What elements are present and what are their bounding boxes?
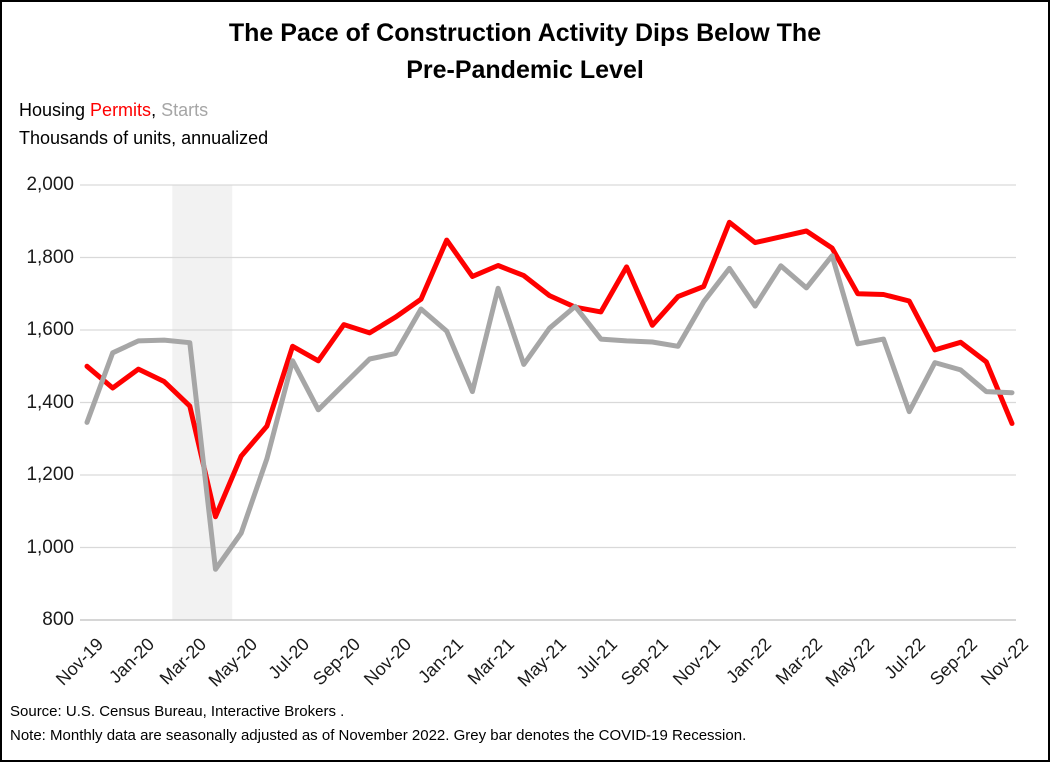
units-label: Thousands of units, annualized bbox=[19, 128, 269, 148]
y-axis-tick-label: 800 bbox=[42, 609, 74, 630]
chart-title-line1: The Pace of Construction Activity Dips B… bbox=[228, 19, 822, 47]
chart-subtitle: Housing Permits, Starts Thousands of uni… bbox=[19, 96, 268, 152]
starts-line bbox=[84, 253, 1015, 572]
legend-prefix: Housing bbox=[19, 100, 91, 120]
methodology-note: Note: Monthly data are seasonally adjust… bbox=[10, 727, 747, 744]
permits-line bbox=[84, 219, 1015, 520]
y-axis-tick-label: 1,200 bbox=[26, 464, 74, 485]
y-axis-tick-label: 1,000 bbox=[26, 537, 74, 558]
legend-comma: , bbox=[151, 100, 162, 120]
legend-permits-label: Permits bbox=[90, 100, 152, 120]
series-legend-line: Housing Permits, Starts bbox=[19, 96, 268, 124]
y-axis-tick-label: 1,400 bbox=[26, 392, 74, 413]
y-axis-tick-label: 2,000 bbox=[26, 174, 74, 195]
legend-starts-label: Starts bbox=[161, 100, 209, 120]
chart-title-line2: Pre-Pandemic Level bbox=[406, 56, 644, 84]
y-axis-tick-label: 1,800 bbox=[26, 247, 74, 268]
source-note: Source: U.S. Census Bureau, Interactive … bbox=[10, 703, 345, 720]
y-axis-tick-label: 1,600 bbox=[26, 319, 74, 340]
chart-title: The Pace of Construction Activity Dips B… bbox=[2, 15, 1048, 89]
